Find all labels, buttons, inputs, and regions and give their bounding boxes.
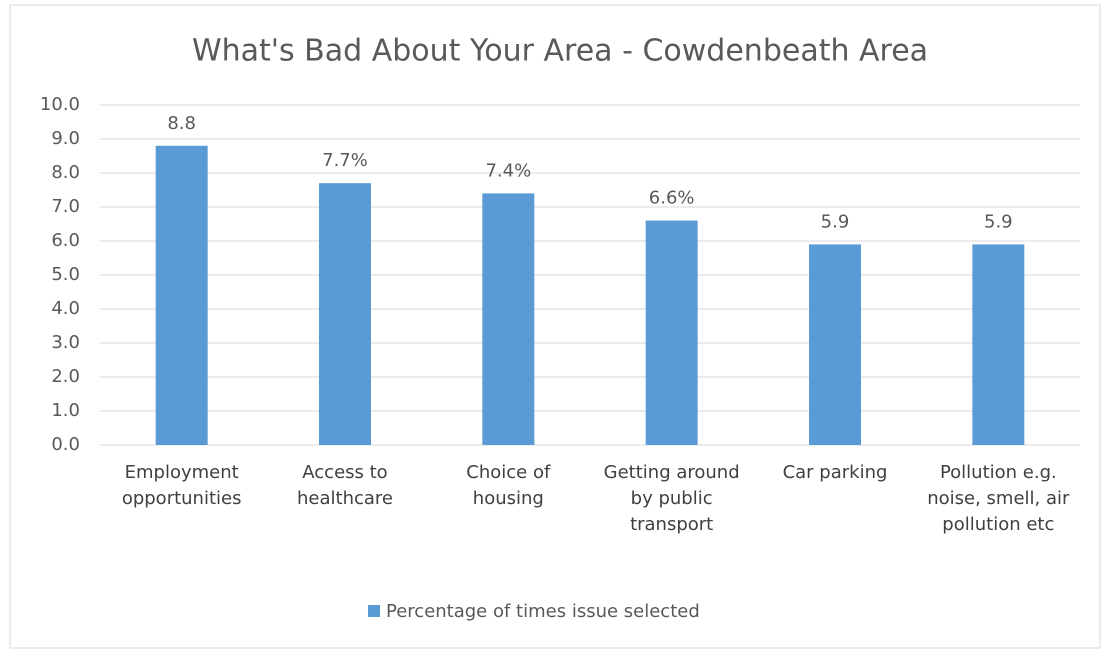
bar xyxy=(972,244,1025,445)
legend-swatch xyxy=(368,605,380,617)
x-tick-label: Car parking xyxy=(782,462,888,483)
y-tick-label: 6.0 xyxy=(51,230,80,251)
legend-label: Percentage of times issue selected xyxy=(386,601,700,622)
chart-border xyxy=(9,4,1101,649)
y-tick-label: 7.0 xyxy=(51,196,80,217)
bar xyxy=(155,145,208,446)
y-tick-label: 3.0 xyxy=(51,332,80,353)
data-label: 8.8 xyxy=(167,113,196,134)
data-label: 5.9 xyxy=(821,211,850,232)
x-tick-label: Employment opportunities xyxy=(121,462,242,509)
chart-title: What's Bad About Your Area - Cowdenbeath… xyxy=(192,34,928,69)
y-tick-label: 10.0 xyxy=(40,94,80,115)
x-tick-label: Access to healthcare xyxy=(297,462,393,509)
y-tick-label: 5.0 xyxy=(51,264,80,285)
bar xyxy=(482,193,535,445)
y-tick-label: 1.0 xyxy=(51,400,80,421)
x-tick-label: Getting around by public transport xyxy=(603,462,740,535)
bar xyxy=(645,220,698,445)
y-tick-label: 8.0 xyxy=(51,162,80,183)
bar xyxy=(319,183,371,445)
bar xyxy=(809,244,861,445)
x-tick-label: Choice of housing xyxy=(466,462,551,509)
y-tick-label: 4.0 xyxy=(51,298,80,319)
y-tick-label: 2.0 xyxy=(51,366,80,387)
data-label: 7.4% xyxy=(485,160,531,181)
data-label: 7.7% xyxy=(322,150,368,171)
data-label: 5.9 xyxy=(984,211,1013,232)
data-label: 6.6% xyxy=(649,188,695,209)
y-tick-label: 0.0 xyxy=(51,434,80,455)
y-tick-label: 9.0 xyxy=(51,128,80,149)
x-tick-label: Pollution e.g. noise, smell, air polluti… xyxy=(927,462,1070,535)
